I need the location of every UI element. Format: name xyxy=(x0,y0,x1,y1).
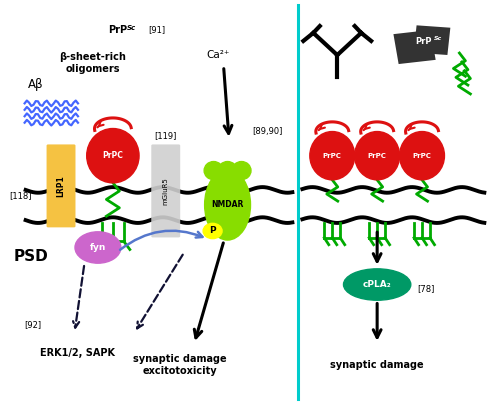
Text: P: P xyxy=(210,227,216,236)
Ellipse shape xyxy=(310,132,354,180)
Ellipse shape xyxy=(75,232,121,263)
Text: ERK1/2, SAPK: ERK1/2, SAPK xyxy=(40,348,116,358)
Text: Sc: Sc xyxy=(434,36,442,42)
Text: cPLA₂: cPLA₂ xyxy=(363,280,392,289)
Ellipse shape xyxy=(204,170,250,240)
Text: [89,90]: [89,90] xyxy=(252,127,283,136)
Text: β-sheet-rich
oligomers: β-sheet-rich oligomers xyxy=(60,52,126,74)
Ellipse shape xyxy=(354,132,400,180)
Ellipse shape xyxy=(344,269,411,300)
Text: PSD: PSD xyxy=(13,249,48,264)
Text: [91]: [91] xyxy=(148,25,165,34)
Text: Sc: Sc xyxy=(127,25,136,31)
Text: NMDAR: NMDAR xyxy=(212,200,244,209)
Text: [119]: [119] xyxy=(154,131,176,140)
Ellipse shape xyxy=(232,162,251,180)
Text: [78]: [78] xyxy=(417,284,434,293)
Ellipse shape xyxy=(86,128,139,183)
Text: PrPC: PrPC xyxy=(102,151,124,160)
Text: [92]: [92] xyxy=(24,320,42,329)
Text: Aβ: Aβ xyxy=(28,78,44,90)
Text: mGluR5: mGluR5 xyxy=(162,177,168,205)
Text: PrP: PrP xyxy=(108,25,127,35)
Text: [118]: [118] xyxy=(10,191,32,200)
Ellipse shape xyxy=(203,223,222,239)
Polygon shape xyxy=(414,25,451,55)
Text: PrPC: PrPC xyxy=(323,153,342,159)
Text: PrP: PrP xyxy=(416,37,432,46)
Text: synaptic damage: synaptic damage xyxy=(330,360,424,370)
Text: LRP1: LRP1 xyxy=(56,175,66,197)
Text: synaptic damage
excitotoxicity: synaptic damage excitotoxicity xyxy=(134,354,227,376)
Ellipse shape xyxy=(218,162,237,180)
Text: PrPC: PrPC xyxy=(412,153,432,159)
Text: fyn: fyn xyxy=(90,243,106,252)
Text: PrPC: PrPC xyxy=(368,153,386,159)
Polygon shape xyxy=(394,30,436,64)
FancyBboxPatch shape xyxy=(152,144,180,238)
FancyBboxPatch shape xyxy=(46,144,76,227)
Ellipse shape xyxy=(204,162,223,180)
Ellipse shape xyxy=(400,132,444,180)
Text: Ca²⁺: Ca²⁺ xyxy=(206,50,230,60)
